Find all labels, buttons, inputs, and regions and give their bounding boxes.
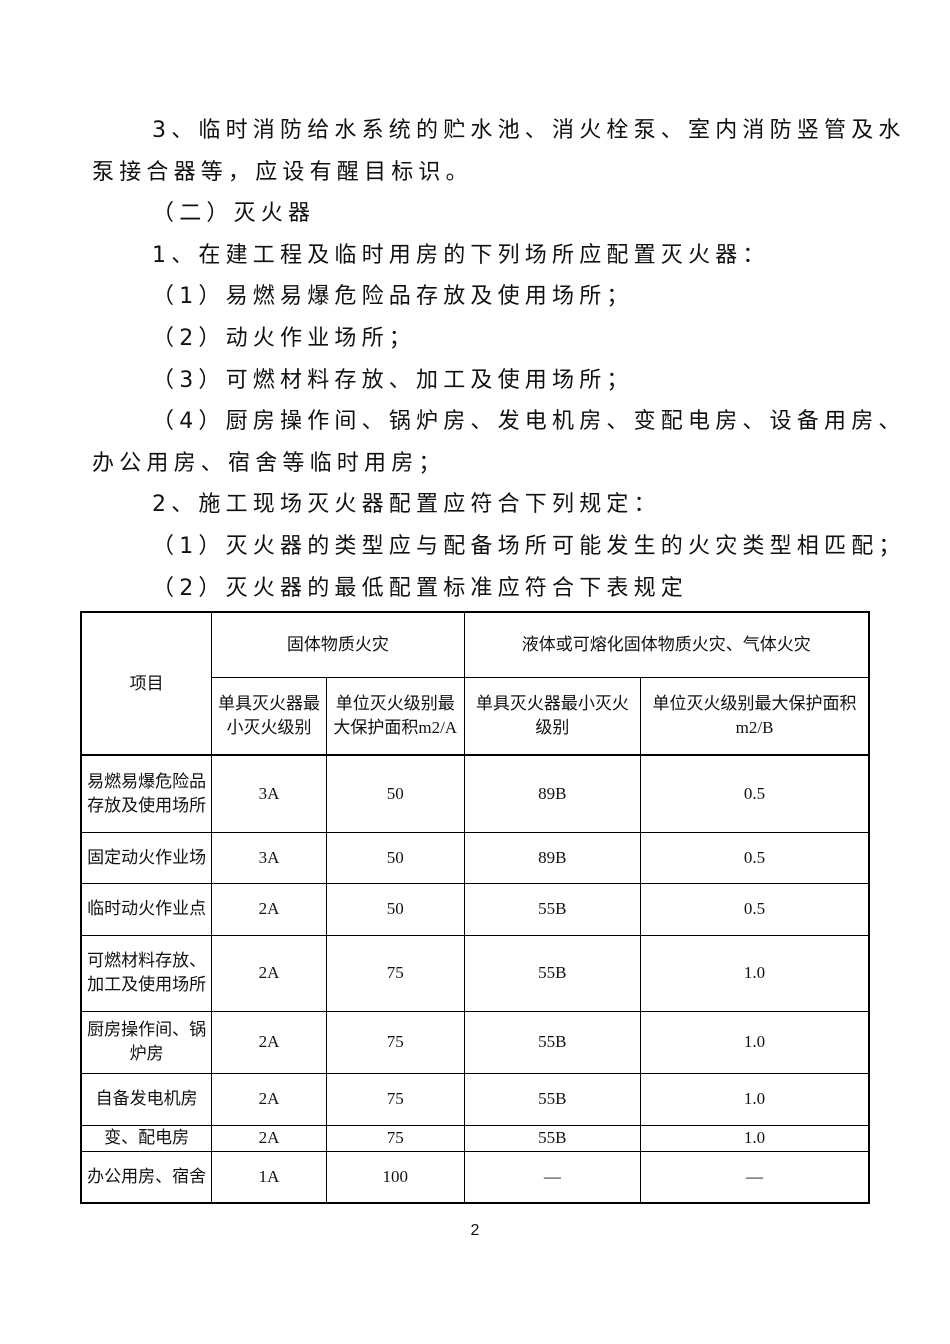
extinguisher-table: 项目 固体物质火灾 液体或可熔化固体物质火灾、气体火灾 单具灭火器最小灭火级别 …: [80, 611, 870, 1204]
value-cell: 0.5: [640, 754, 870, 833]
text-line: 2、施工现场灭火器配置应符合下列规定：: [152, 492, 661, 518]
location-cell: 固定动火作业场: [80, 831, 213, 884]
table-row: 易燃易爆危险品存放及使用场所 3A 50 89B 0.5: [80, 754, 870, 833]
value-cell: —: [640, 1150, 870, 1204]
text-line: （2）动火作业场所；: [152, 326, 416, 351]
value-cell: 1.0: [640, 1124, 870, 1152]
sub-header: 单位灭火级别最大保护面积 m2/B: [640, 676, 870, 756]
sub-header: 单位灭火级别最大保护面积m2/A: [325, 676, 465, 756]
value-cell: 1.0: [640, 934, 870, 1012]
value-cell: 55B: [463, 1010, 642, 1074]
location-cell: 厨房操作间、锅炉房: [80, 1010, 213, 1074]
value-cell: 100: [325, 1150, 465, 1204]
text-line: （4）厨房操作间、锅炉房、发电机房、变配电房、设备用房、: [152, 409, 906, 435]
text-line: （3）可燃材料存放、加工及使用场所；: [152, 367, 634, 393]
table-row: 临时动火作业点 2A 50 55B 0.5: [80, 882, 870, 936]
value-cell: 2A: [211, 1010, 327, 1074]
sub-header: 单具灭火器最小灭火级别: [211, 676, 327, 756]
location-cell: 易燃易爆危险品存放及使用场所: [80, 754, 213, 833]
value-cell: 55B: [463, 1072, 642, 1126]
solid-fire-header: 固体物质火灾: [211, 611, 465, 678]
liquid-gas-fire-header: 液体或可熔化固体物质火灾、气体火灾: [463, 611, 870, 678]
page-number: 2: [470, 1222, 480, 1239]
value-cell: 1.0: [640, 1072, 870, 1126]
value-cell: 2A: [211, 1124, 327, 1152]
value-cell: 1A: [211, 1150, 327, 1204]
value-cell: 50: [325, 754, 465, 833]
table-row: 办公用房、宿舍 1A 100— —: [80, 1150, 870, 1204]
value-cell: 75: [325, 1124, 465, 1152]
text-line: （2）灭火器的最低配置标准应符合下表规定: [152, 575, 688, 601]
value-cell: 2A: [211, 882, 327, 936]
table-row: 厨房操作间、锅炉房 2A 75 55B 1.0: [80, 1010, 870, 1074]
value-cell: 2A: [211, 934, 327, 1012]
table-row: 固定动火作业场 3A 50 89B 0.5: [80, 831, 870, 884]
value-cell: 3A: [211, 754, 327, 833]
value-cell: 55B: [463, 934, 642, 1012]
value-cell: 75: [325, 934, 465, 1012]
value-cell: 0.5: [640, 831, 870, 884]
value-cell: 50: [325, 831, 465, 884]
sub-header: 单具灭火器最小灭火级别: [463, 676, 642, 756]
text-line: 办公用房、宿舍等临时用房；: [92, 450, 446, 476]
value-cell: 89B: [463, 754, 642, 833]
text-line: （1）易燃易爆危险品存放及使用场所；: [152, 284, 634, 310]
value-cell: 0.5: [640, 882, 870, 936]
table-row: 可燃材料存放、加工及使用场所 2A 75 55B 1.0: [80, 934, 870, 1012]
table-row: 变、配电房 2A 75 55B 1.0: [80, 1124, 870, 1152]
location-cell: 临时动火作业点: [80, 882, 213, 936]
text-line: 泵接合器等，应设有醒目标识。: [92, 159, 473, 185]
value-cell: 75: [325, 1010, 465, 1074]
location-cell: 办公用房、宿舍: [80, 1150, 213, 1204]
text-line: 1、在建工程及临时用房的下列场所应配置灭火器：: [152, 242, 770, 268]
value-cell: 55B: [463, 1124, 642, 1152]
text-line: （二）灭火器: [152, 201, 316, 227]
value-cell: 1.0: [640, 1010, 870, 1074]
location-cell: 可燃材料存放、加工及使用场所: [80, 934, 213, 1012]
table-row: 自备发电机房 2A 75 55B 1.0: [80, 1072, 870, 1126]
text-line: 3、临时消防给水系统的贮水池、消火栓泵、室内消防竖管及水: [152, 118, 906, 143]
text-line: （1）灭火器的类型应与配备场所可能发生的火灾类型相匹配；: [152, 534, 906, 559]
location-cell: 变、配电房: [80, 1124, 213, 1152]
value-cell: —: [463, 1150, 642, 1204]
value-cell: 2A: [211, 1072, 327, 1126]
item-header: 项目: [80, 611, 213, 756]
value-cell: 55B: [463, 882, 642, 936]
value-cell: 3A: [211, 831, 327, 884]
value-cell: 89B: [463, 831, 642, 884]
location-cell: 自备发电机房: [80, 1072, 213, 1126]
value-cell: 50: [325, 882, 465, 936]
value-cell: 75: [325, 1072, 465, 1126]
